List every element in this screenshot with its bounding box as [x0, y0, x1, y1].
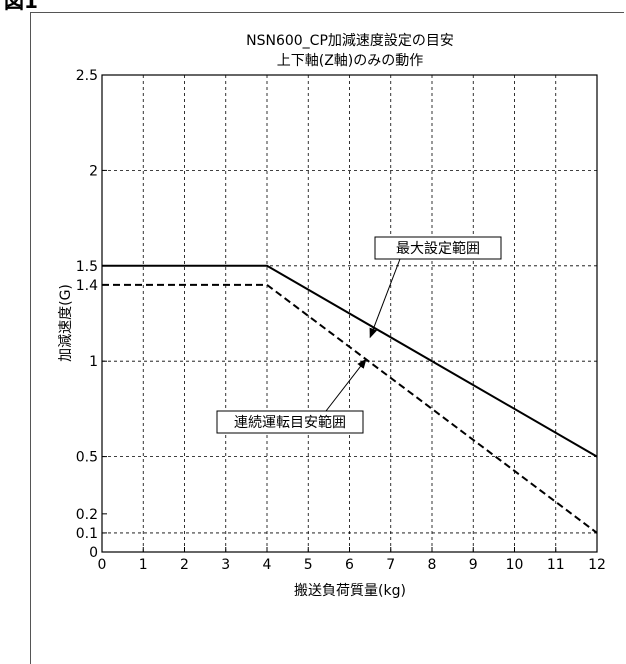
x-tick-label: 2 — [180, 557, 189, 573]
figure-label-clip: 図1 — [0, 0, 44, 12]
y-tick-label: 2 — [89, 163, 98, 179]
series-line-2 — [102, 283, 598, 534]
grid-layer — [102, 75, 597, 552]
series-line-1 — [102, 264, 598, 458]
y-tick-label: 0.5 — [76, 450, 98, 466]
x-tick-label: 8 — [428, 557, 437, 573]
series-layer — [102, 264, 598, 534]
annotation-label-1: 最大設定範囲 — [396, 240, 480, 257]
x-tick-label: 11 — [547, 557, 565, 573]
figure-label-bar: 図1 — [0, 0, 626, 14]
y-tick-label: 0.2 — [76, 507, 98, 523]
figure-label: 図1 — [4, 0, 38, 12]
x-tick-label: 12 — [588, 557, 606, 573]
x-tick-label: 4 — [263, 557, 272, 573]
annotation-arrow-2 — [325, 358, 367, 412]
chart-title: NSN600_CP加減速度設定の目安 — [246, 32, 454, 49]
x-tick-label: 5 — [304, 557, 313, 573]
x-tick-label: 1 — [139, 557, 148, 573]
x-tick-label: 7 — [386, 557, 395, 573]
y-tick-label: 0 — [89, 545, 98, 561]
y-tick-label: 1.5 — [76, 259, 98, 275]
x-tick-label: 9 — [469, 557, 478, 573]
annotation-label-2: 連続運転目安範囲 — [234, 414, 346, 431]
x-axis-label: 搬送負荷質量(kg) — [294, 583, 406, 599]
annotation-box-2 — [216, 410, 364, 434]
x-tick-label: 6 — [345, 557, 354, 573]
y-tick-label: 1.4 — [76, 278, 98, 294]
chart-subtitle: 上下軸(Z軸)のみの動作 — [277, 53, 424, 69]
y-tick-label: 2.5 — [76, 68, 98, 84]
x-tick-label: 10 — [506, 557, 524, 573]
y-tick-label: 0.1 — [76, 526, 98, 542]
annotation-box-1 — [374, 236, 502, 260]
x-tick-label: 0 — [98, 557, 107, 573]
annotation-arrow-1 — [369, 258, 401, 339]
y-tick-label: 1 — [89, 354, 98, 370]
y-axis-label: 加減速度(G) — [57, 284, 74, 362]
x-tick-label: 3 — [221, 557, 230, 573]
figure-frame — [30, 12, 624, 664]
